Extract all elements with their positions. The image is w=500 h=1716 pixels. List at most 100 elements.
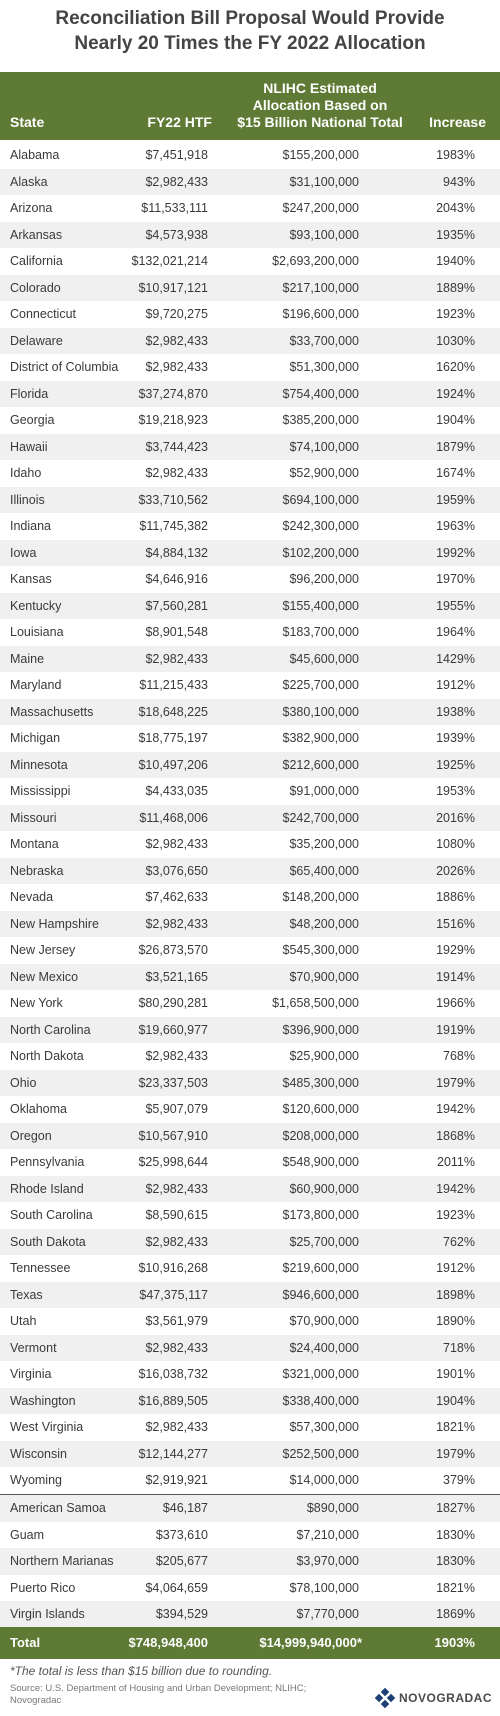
cell-fy22-htf: $18,648,225: [138, 704, 208, 719]
cell-increase: 2016%: [436, 810, 475, 825]
cell-increase: 1924%: [436, 386, 475, 401]
cell-nlihc-allocation: $382,900,000: [282, 731, 359, 745]
table-row: Delaware $2,982,433 $33,700,000 1030%: [0, 327, 500, 354]
table-row: Maine $2,982,433 $45,600,000 1429%: [0, 645, 500, 672]
cell-state: Nebraska: [10, 863, 64, 878]
cell-increase: 718%: [443, 1340, 475, 1355]
cell-state: Maine: [10, 651, 45, 666]
cell-state: South Carolina: [10, 1208, 93, 1222]
cell-nlihc-allocation: $385,200,000: [282, 413, 359, 427]
cell-nlihc-allocation: $321,000,000: [282, 1367, 359, 1381]
cell-increase: 1516%: [436, 916, 475, 931]
cell-fy22-htf: $10,497,206: [138, 757, 208, 772]
cell-state: Vermont: [10, 1340, 57, 1355]
total-label: Total: [10, 1635, 41, 1650]
cell-increase: 1868%: [436, 1128, 475, 1143]
cell-state: Rhode Island: [10, 1181, 84, 1196]
cell-nlihc-allocation: $35,200,000: [289, 837, 359, 851]
cell-increase: 1869%: [436, 1607, 475, 1621]
cell-state: Virginia: [10, 1367, 52, 1381]
cell-increase: 1898%: [436, 1287, 475, 1302]
cell-increase: 1821%: [436, 1420, 475, 1434]
cell-state: Florida: [10, 386, 49, 401]
cell-fy22-htf: $2,982,433: [145, 916, 208, 931]
cell-increase: 1830%: [436, 1527, 475, 1542]
cell-state: District of Columbia: [10, 360, 119, 374]
cell-state: Michigan: [10, 731, 61, 745]
cell-increase: 1938%: [436, 704, 475, 719]
table-row: American Samoa $46,187 $890,000 1827%: [0, 1495, 500, 1522]
cell-fy22-htf: $3,744,423: [145, 439, 208, 454]
cell-state: Hawaii: [10, 439, 48, 454]
header-nlihc-allocation: NLIHC Estimated Allocation Based on $15 …: [215, 80, 425, 131]
table-row: Puerto Rico $4,064,659 $78,100,000 1821%: [0, 1575, 500, 1602]
header-nlihc-line-3: $15 Billion National Total: [237, 114, 403, 130]
cell-fy22-htf: $3,076,650: [145, 863, 208, 878]
cell-fy22-htf: $37,274,870: [138, 386, 208, 401]
cell-state: Oregon: [10, 1128, 52, 1143]
cell-fy22-htf: $2,982,433: [145, 333, 208, 348]
cell-fy22-htf: $10,917,121: [138, 280, 208, 295]
table-row: Guam $373,610 $7,210,000 1830%: [0, 1522, 500, 1549]
cell-nlihc-allocation: $225,700,000: [282, 678, 359, 692]
cell-nlihc-allocation: $252,500,000: [282, 1446, 359, 1461]
table-row: California $132,021,214 $2,693,200,000 1940…: [0, 248, 500, 275]
cell-nlihc-allocation: $93,100,000: [289, 227, 359, 242]
cell-state: Guam: [10, 1527, 45, 1542]
cell-nlihc-allocation: $148,200,000: [282, 890, 359, 904]
cell-fy22-htf: $46,187: [162, 1501, 208, 1515]
table-row: Colorado $10,917,121 $217,100,000 1889%: [0, 274, 500, 301]
cell-state: Louisiana: [10, 625, 64, 639]
cell-increase: 1964%: [436, 625, 475, 639]
cell-state: Illinois: [10, 492, 45, 507]
cell-increase: 1953%: [436, 784, 475, 798]
cell-increase: 1889%: [436, 280, 475, 295]
table-row: Texas $47,375,117 $946,600,000 1898%: [0, 1281, 500, 1308]
cell-fy22-htf: $5,907,079: [145, 1102, 208, 1116]
cell-increase: 1979%: [436, 1075, 475, 1090]
cell-increase: 1935%: [436, 227, 475, 242]
cell-state: Ohio: [10, 1075, 37, 1090]
cell-nlihc-allocation: $65,400,000: [289, 863, 359, 878]
total-row: Total $748,948,400 $14,999,940,000* 1903…: [0, 1627, 500, 1659]
cell-nlihc-allocation: $3,970,000: [296, 1554, 359, 1568]
table-row: Virgin Islands $394,529 $7,770,000 1869%: [0, 1601, 500, 1628]
cell-nlihc-allocation: $78,100,000: [289, 1580, 359, 1595]
cell-state: Arizona: [10, 201, 53, 215]
cell-state: Alaska: [10, 174, 48, 189]
cell-state: West Virginia: [10, 1420, 84, 1434]
cell-state: American Samoa: [10, 1501, 106, 1515]
table-row: New Jersey $26,873,570 $545,300,000 1929%: [0, 937, 500, 964]
table-row: Washington $16,889,505 $338,400,000 1904%: [0, 1387, 500, 1414]
cell-increase: 1942%: [436, 1102, 475, 1116]
table-row: Arizona $11,533,111 $247,200,000 2043%: [0, 195, 500, 222]
title-line-1: Reconciliation Bill Proposal Would Provi…: [55, 8, 445, 29]
cell-fy22-htf: $373,610: [155, 1527, 208, 1542]
cell-nlihc-allocation: $2,693,200,000: [272, 254, 359, 268]
cell-state: Northern Marianas: [10, 1554, 114, 1568]
cell-fy22-htf: $23,337,503: [138, 1075, 208, 1090]
cell-state: Indiana: [10, 519, 52, 533]
cell-increase: 1901%: [436, 1367, 475, 1381]
cell-state: New Jersey: [10, 943, 76, 957]
table-row: South Carolina $8,590,615 $173,800,000 1923…: [0, 1202, 500, 1229]
cell-increase: 1030%: [436, 333, 475, 348]
table-row: New Hampshire $2,982,433 $48,200,000 1516%: [0, 910, 500, 937]
table-row: Kentucky $7,560,281 $155,400,000 1955%: [0, 592, 500, 619]
cell-nlihc-allocation: $173,800,000: [282, 1208, 359, 1222]
table-row: Ohio $23,337,503 $485,300,000 1979%: [0, 1069, 500, 1096]
cell-increase: 1821%: [436, 1580, 475, 1595]
header-fy22-htf: FY22 HTF: [147, 114, 212, 130]
cell-fy22-htf: $18,775,197: [138, 731, 208, 745]
table-row: Maryland $11,215,433 $225,700,000 1912%: [0, 672, 500, 699]
cell-fy22-htf: $7,462,633: [145, 890, 208, 904]
footnote: *The total is less than $15 billion due …: [10, 1664, 273, 1678]
cell-fy22-htf: $2,982,433: [145, 651, 208, 666]
cell-fy22-htf: $10,567,910: [138, 1128, 208, 1143]
table-row: District of Columbia $2,982,433 $51,300,00…: [0, 354, 500, 381]
cell-increase: 1929%: [436, 943, 475, 957]
cell-state: California: [10, 254, 63, 268]
territory-divider: [0, 1493, 500, 1495]
cell-state: Arkansas: [10, 227, 63, 242]
table-row: Alabama $7,451,918 $155,200,000 1983%: [0, 142, 500, 169]
